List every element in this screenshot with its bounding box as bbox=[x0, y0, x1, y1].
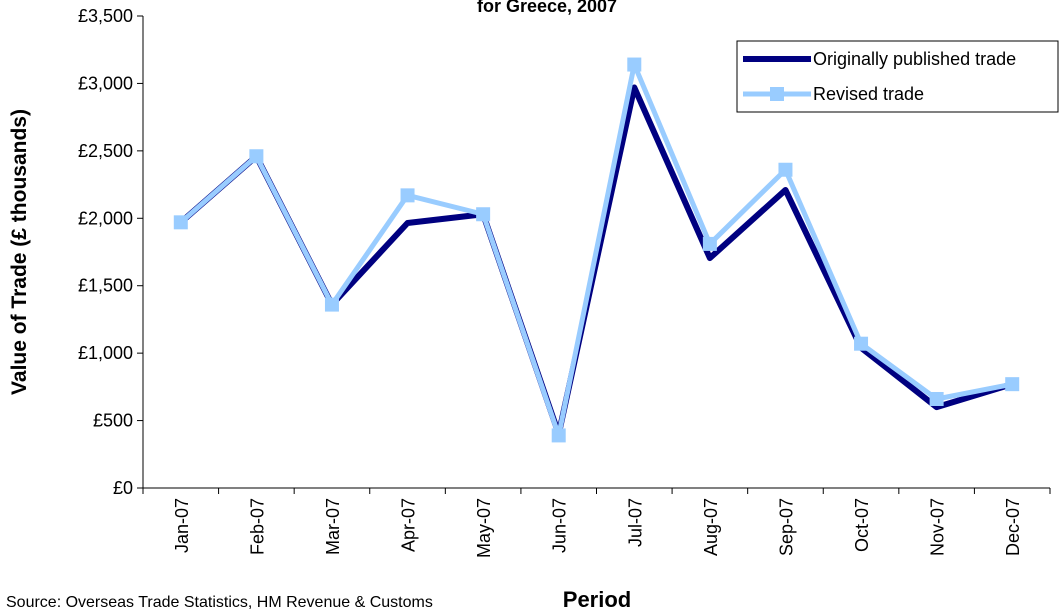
x-tick-label: Nov-07 bbox=[928, 498, 948, 556]
marker bbox=[173, 215, 188, 230]
y-tick-label: £3,000 bbox=[78, 73, 133, 93]
x-tick-label: May-07 bbox=[474, 498, 494, 558]
marker bbox=[1005, 377, 1020, 392]
x-tick-label: Mar-07 bbox=[323, 498, 343, 555]
y-tick-label: £2,000 bbox=[78, 208, 133, 228]
x-axis-label: Period bbox=[563, 587, 631, 612]
x-tick-label: Jul-07 bbox=[625, 498, 645, 547]
x-tick-label: Jan-07 bbox=[172, 498, 192, 553]
y-tick-label: £0 bbox=[113, 478, 133, 498]
marker bbox=[929, 391, 944, 406]
source-note: Source: Overseas Trade Statistics, HM Re… bbox=[6, 594, 433, 611]
y-tick-label: £3,500 bbox=[78, 6, 133, 26]
x-tick-label: Dec-07 bbox=[1003, 498, 1023, 556]
x-tick-label: Aug-07 bbox=[701, 498, 721, 556]
x-tick-label: Jun-07 bbox=[550, 498, 570, 553]
marker bbox=[854, 336, 869, 351]
legend-box bbox=[736, 40, 1059, 113]
marker bbox=[400, 188, 415, 203]
marker bbox=[627, 57, 642, 72]
marker bbox=[551, 428, 566, 443]
marker bbox=[324, 297, 339, 312]
marker bbox=[476, 207, 491, 222]
series-line bbox=[179, 62, 1013, 438]
y-tick-label: £1,000 bbox=[78, 343, 133, 363]
y-axis-label: Value of Trade (£ thousands) bbox=[8, 109, 31, 395]
x-tick-label: Sep-07 bbox=[776, 498, 796, 556]
marker bbox=[778, 162, 793, 177]
y-tick-label: £500 bbox=[93, 411, 133, 431]
marker bbox=[249, 149, 264, 164]
x-tick-label: Apr-07 bbox=[399, 498, 419, 552]
marker bbox=[702, 236, 717, 251]
legend-label: Revised trade bbox=[813, 84, 924, 104]
y-tick-label: £2,500 bbox=[78, 141, 133, 161]
legend-label: Originally published trade bbox=[813, 49, 1016, 69]
y-tick-label: £1,500 bbox=[78, 276, 133, 296]
legend-marker bbox=[770, 87, 784, 101]
x-tick-label: Feb-07 bbox=[247, 498, 267, 555]
chart-title: for Greece, 2007 bbox=[477, 0, 617, 16]
x-tick-label: Oct-07 bbox=[852, 498, 872, 552]
